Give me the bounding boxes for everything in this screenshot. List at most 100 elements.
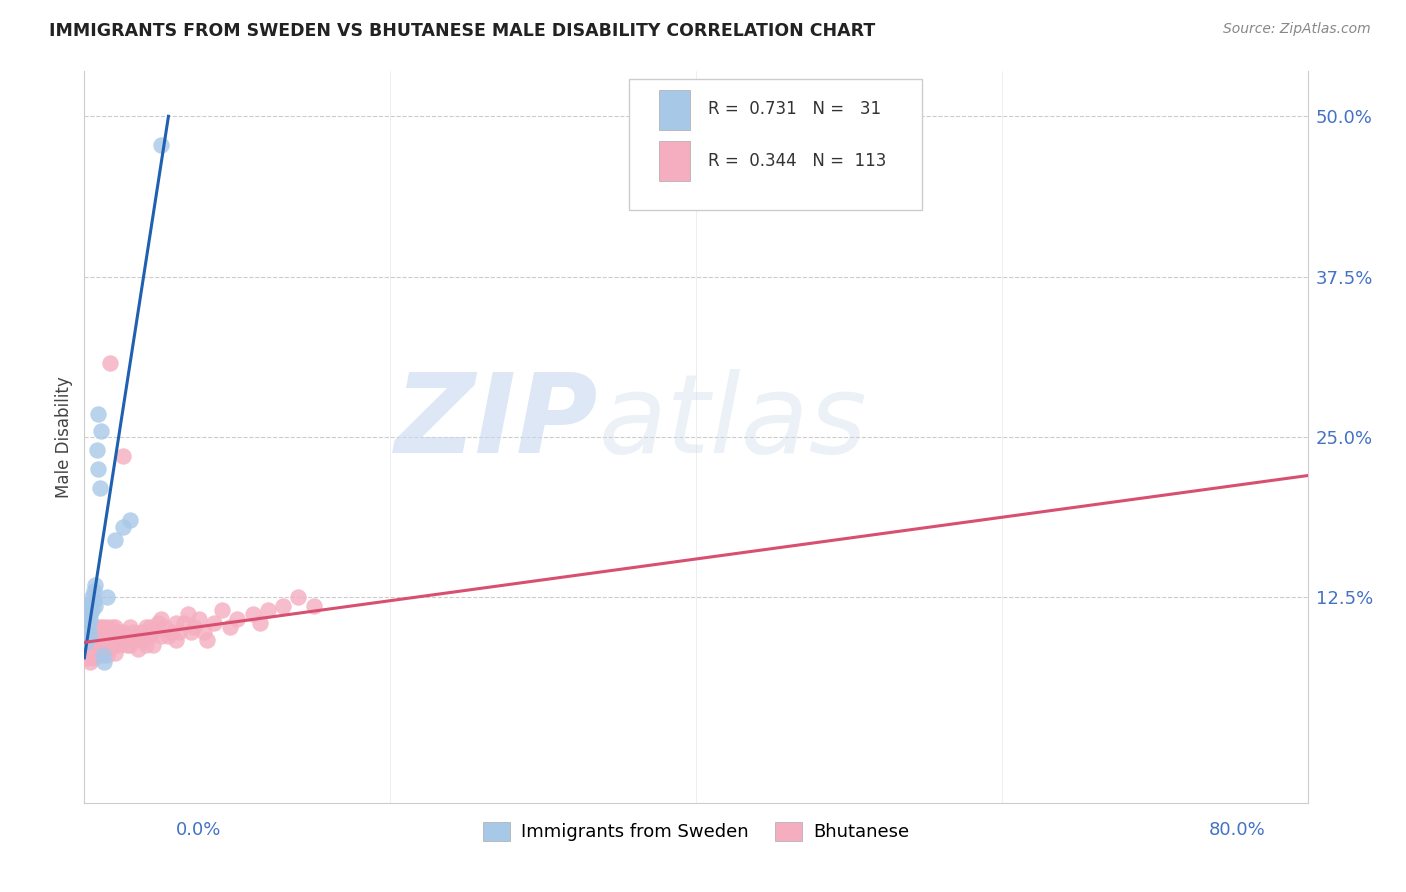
Text: R =  0.731   N =   31: R = 0.731 N = 31 bbox=[709, 101, 882, 119]
Point bbox=[120, 638, 142, 652]
Point bbox=[149, 629, 172, 643]
Point bbox=[135, 638, 157, 652]
Point bbox=[146, 616, 169, 631]
Point bbox=[84, 632, 107, 647]
Point bbox=[149, 137, 172, 152]
Point bbox=[142, 638, 165, 652]
Point bbox=[77, 641, 100, 656]
Point bbox=[120, 629, 142, 643]
Point bbox=[77, 603, 100, 617]
Point bbox=[108, 638, 131, 652]
Point bbox=[84, 625, 107, 640]
Point bbox=[89, 629, 111, 643]
Point bbox=[167, 625, 190, 640]
Point bbox=[86, 648, 108, 663]
Point bbox=[108, 629, 131, 643]
Point bbox=[242, 607, 264, 622]
Point bbox=[218, 620, 240, 634]
Point bbox=[76, 629, 98, 643]
Point bbox=[271, 599, 294, 614]
Point bbox=[160, 625, 183, 640]
Point bbox=[75, 635, 97, 649]
Legend: Immigrants from Sweden, Bhutanese: Immigrants from Sweden, Bhutanese bbox=[475, 814, 917, 848]
Point bbox=[90, 424, 112, 438]
Point bbox=[76, 623, 98, 637]
Point bbox=[80, 603, 103, 617]
Point bbox=[79, 599, 101, 614]
Point bbox=[97, 625, 120, 640]
Point bbox=[77, 625, 100, 640]
Point bbox=[93, 635, 115, 649]
Point bbox=[127, 629, 149, 643]
Point bbox=[96, 620, 118, 634]
Point bbox=[76, 623, 98, 637]
Point bbox=[91, 629, 114, 643]
Point bbox=[114, 629, 136, 643]
Point bbox=[84, 599, 107, 614]
Point bbox=[122, 632, 145, 647]
Point bbox=[287, 591, 309, 605]
Point bbox=[104, 533, 127, 547]
Point bbox=[111, 625, 134, 640]
Point bbox=[138, 629, 160, 643]
Point bbox=[79, 629, 101, 643]
Point bbox=[149, 612, 172, 626]
Text: 0.0%: 0.0% bbox=[176, 821, 221, 838]
Point bbox=[183, 620, 205, 634]
Point bbox=[98, 356, 121, 370]
Point bbox=[83, 584, 105, 599]
Point bbox=[77, 597, 100, 611]
Point bbox=[86, 442, 108, 457]
Point bbox=[84, 577, 107, 591]
Point bbox=[76, 646, 98, 660]
Point bbox=[177, 607, 200, 622]
Point bbox=[94, 625, 117, 640]
Point bbox=[127, 641, 149, 656]
Point bbox=[89, 641, 111, 656]
Point bbox=[111, 450, 134, 464]
Point bbox=[93, 655, 115, 669]
Point bbox=[96, 648, 118, 663]
Point bbox=[195, 632, 218, 647]
Point bbox=[76, 629, 98, 643]
Point bbox=[76, 612, 98, 626]
Point bbox=[96, 591, 118, 605]
Point bbox=[142, 625, 165, 640]
Point bbox=[87, 632, 110, 647]
Point bbox=[101, 620, 124, 634]
Point bbox=[120, 514, 142, 528]
Point bbox=[104, 629, 127, 643]
Point bbox=[98, 632, 121, 647]
Point bbox=[103, 638, 125, 652]
Point bbox=[131, 625, 153, 640]
Point bbox=[91, 620, 114, 634]
Point bbox=[107, 625, 129, 640]
Point bbox=[79, 612, 101, 626]
Point bbox=[87, 462, 110, 476]
Point bbox=[165, 632, 187, 647]
Point bbox=[96, 638, 118, 652]
Point bbox=[104, 620, 127, 634]
Point bbox=[115, 638, 138, 652]
Point bbox=[165, 616, 187, 631]
Y-axis label: Male Disability: Male Disability bbox=[55, 376, 73, 498]
Point bbox=[173, 616, 195, 631]
Point bbox=[101, 629, 124, 643]
Point bbox=[77, 625, 100, 640]
Point bbox=[75, 629, 97, 643]
Point bbox=[188, 612, 211, 626]
Point bbox=[80, 625, 103, 640]
Point bbox=[302, 599, 325, 614]
Text: IMMIGRANTS FROM SWEDEN VS BHUTANESE MALE DISABILITY CORRELATION CHART: IMMIGRANTS FROM SWEDEN VS BHUTANESE MALE… bbox=[49, 22, 876, 40]
FancyBboxPatch shape bbox=[659, 141, 690, 181]
Point bbox=[80, 635, 103, 649]
Point bbox=[87, 638, 110, 652]
FancyBboxPatch shape bbox=[628, 78, 922, 211]
Point bbox=[80, 641, 103, 656]
Point bbox=[87, 625, 110, 640]
Point bbox=[122, 625, 145, 640]
Point bbox=[98, 641, 121, 656]
Point bbox=[90, 646, 112, 660]
Point bbox=[80, 591, 103, 605]
Point bbox=[77, 635, 100, 649]
